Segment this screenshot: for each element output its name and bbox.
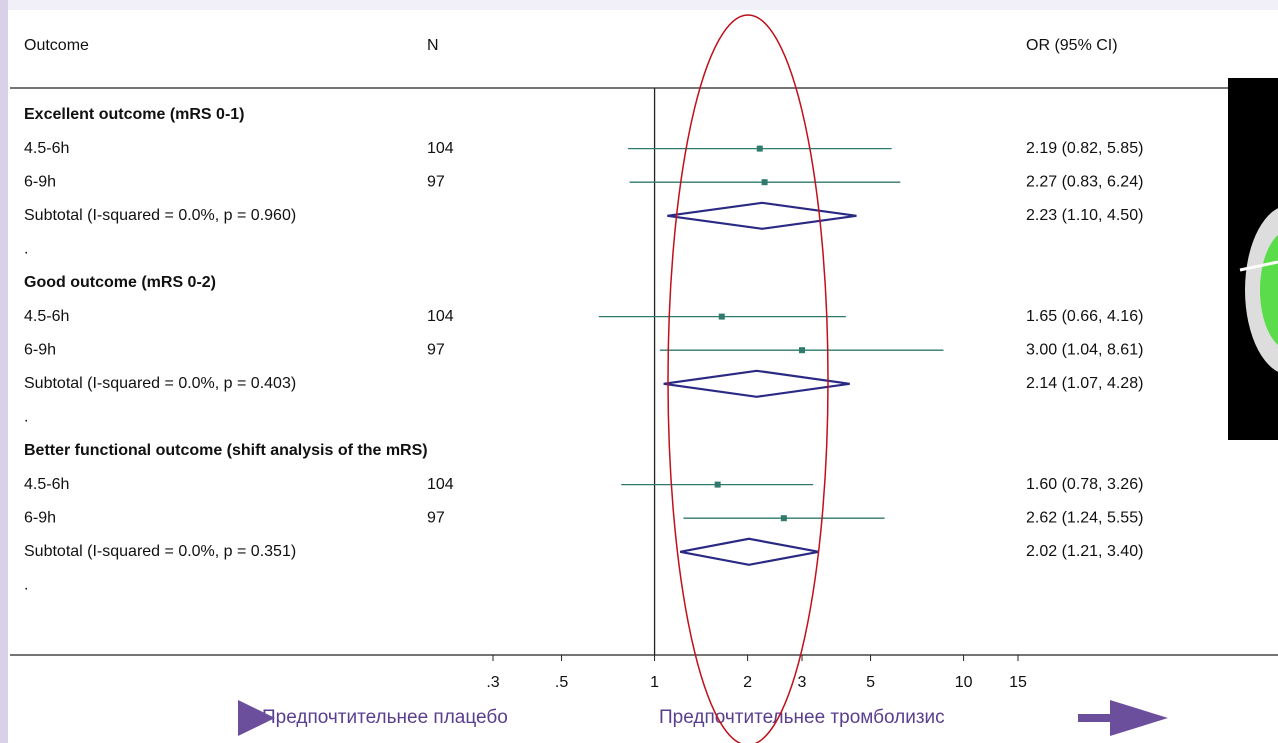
x-tick-label: .5 <box>555 674 568 691</box>
annotation: Предпочтительнее плацебо <box>262 707 508 728</box>
annotation: Предпочтительнее тромболизис <box>659 707 945 728</box>
x-tick-label: 2 <box>743 674 752 691</box>
row-label: 6-9h <box>24 173 56 190</box>
row-label: 6-9h <box>24 341 56 358</box>
point-estimate <box>762 179 768 185</box>
point-estimate <box>719 314 725 320</box>
row-label: 4.5-6h <box>24 476 69 493</box>
point-estimate <box>781 515 787 521</box>
n-label: 104 <box>427 140 454 157</box>
col-header: OR (95% CI) <box>1026 37 1118 54</box>
row-label: Subtotal (I-squared = 0.0%, p = 0.351) <box>24 543 296 560</box>
row-label: Better functional outcome (shift analysi… <box>24 442 428 459</box>
n-label: 97 <box>427 509 445 526</box>
row-label: Subtotal (I-squared = 0.0%, p = 0.960) <box>24 207 296 224</box>
row-label: . <box>24 241 28 258</box>
x-tick-label: 15 <box>1009 674 1027 691</box>
or-label: 2.62 (1.24, 5.55) <box>1026 509 1143 526</box>
chart: Outcome N OR (95% CI) Предпочтительнее п… <box>0 0 1278 743</box>
or-label: 2.27 (0.83, 6.24) <box>1026 173 1143 190</box>
row-label: . <box>24 577 28 594</box>
row-label: 6-9h <box>24 509 56 526</box>
or-label: 1.60 (0.78, 3.26) <box>1026 476 1143 493</box>
n-label: 104 <box>427 308 454 325</box>
or-label: 1.65 (0.66, 4.16) <box>1026 308 1143 325</box>
col-header: N <box>427 37 439 54</box>
row-label: 4.5-6h <box>24 308 69 325</box>
row-label: Excellent outcome (mRS 0-1) <box>24 106 245 123</box>
point-estimate <box>715 482 721 488</box>
point-estimate <box>799 347 805 353</box>
row-label: Good outcome (mRS 0-2) <box>24 274 216 291</box>
col-header: Outcome <box>24 37 89 54</box>
n-label: 97 <box>427 341 445 358</box>
x-tick-label: 5 <box>866 674 875 691</box>
x-tick-label: 1 <box>650 674 659 691</box>
or-label: 3.00 (1.04, 8.61) <box>1026 341 1143 358</box>
x-tick-label: .3 <box>486 674 499 691</box>
n-label: 104 <box>427 476 454 493</box>
or-label: 2.02 (1.21, 3.40) <box>1026 543 1143 560</box>
or-label: 2.23 (1.10, 4.50) <box>1026 207 1143 224</box>
x-tick-label: 10 <box>955 674 973 691</box>
x-tick-label: 3 <box>798 674 807 691</box>
or-label: 2.14 (1.07, 4.28) <box>1026 375 1143 392</box>
or-label: 2.19 (0.82, 5.85) <box>1026 140 1143 157</box>
row-label: . <box>24 409 28 426</box>
row-label: 4.5-6h <box>24 140 69 157</box>
n-label: 97 <box>427 173 445 190</box>
side-strip <box>0 0 8 743</box>
row-label: Subtotal (I-squared = 0.0%, p = 0.403) <box>24 375 296 392</box>
point-estimate <box>757 146 763 152</box>
